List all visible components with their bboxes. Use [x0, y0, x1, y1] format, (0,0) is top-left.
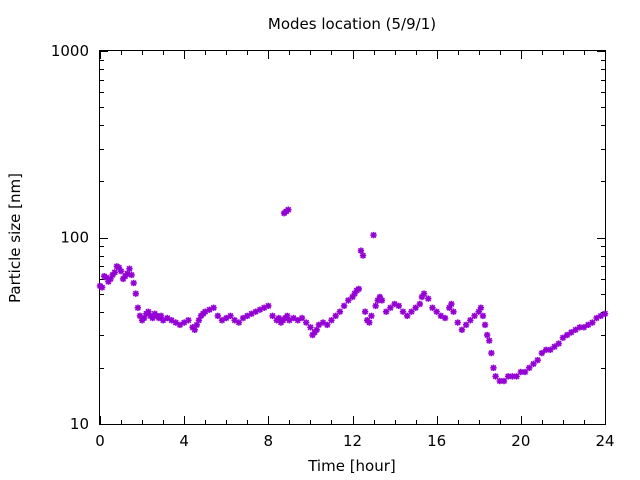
data-point: [355, 285, 363, 293]
data-point: [332, 312, 339, 320]
data-point: [128, 271, 135, 279]
data-point: [370, 231, 377, 239]
data-point: [265, 302, 272, 310]
data-point: [307, 324, 314, 331]
data-point: [601, 310, 609, 317]
data-point: [488, 349, 495, 357]
data-point: [227, 312, 234, 320]
data-point: [521, 368, 529, 376]
data-point: [372, 302, 379, 310]
data-point: [134, 304, 142, 311]
data-point: [408, 308, 415, 315]
data-point: [269, 312, 276, 320]
y-axis-label: Particle size [nm]: [6, 173, 24, 303]
data-point: [441, 314, 449, 322]
data-point: [416, 300, 424, 308]
x-tick-label: 12: [343, 432, 362, 450]
data-point: [132, 290, 139, 297]
data-point: [462, 321, 470, 329]
data-point: [526, 364, 533, 372]
data-point: [382, 308, 390, 315]
data-point: [336, 308, 344, 315]
data-point: [404, 312, 411, 320]
data-point: [361, 308, 369, 315]
data-point: [298, 314, 306, 322]
x-tick-label: 16: [427, 432, 446, 450]
data-point: [366, 319, 373, 326]
x-tick-label: 0: [95, 432, 105, 450]
data-point: [471, 312, 478, 320]
data-point: [479, 312, 487, 320]
axis-tick-labels: 0 4 8 12 16 20 24 10 100 1000: [51, 42, 615, 450]
data-point: [425, 295, 432, 302]
data-point: [285, 206, 292, 213]
x-axis-label: Time [hour]: [307, 457, 396, 475]
data-point: [368, 312, 375, 320]
data-point: [214, 312, 222, 320]
x-tick-label: 8: [264, 432, 274, 450]
data-point: [450, 308, 457, 315]
data-point: [589, 319, 596, 326]
data-point: [328, 317, 335, 324]
data-point: [572, 326, 579, 333]
data-point: [555, 340, 562, 347]
data-point: [500, 377, 508, 385]
x-tick-label: 24: [595, 432, 614, 450]
data-point: [191, 326, 198, 333]
x-tick-label: 4: [179, 432, 189, 450]
data-point: [244, 312, 251, 320]
y-tick-label: 100: [60, 229, 89, 247]
data-point: [486, 337, 493, 344]
data-point: [340, 302, 348, 310]
data-point: [477, 304, 485, 311]
data-point: [559, 334, 567, 341]
data-point: [420, 290, 428, 297]
data-point: [448, 300, 455, 308]
data-point: [357, 247, 365, 254]
data-point: [303, 319, 310, 326]
data-point: [568, 329, 575, 336]
y-tick-label: 10: [70, 415, 89, 433]
data-point: [454, 319, 461, 326]
data-point: [111, 269, 118, 276]
data-point: [313, 326, 320, 333]
data-point: [378, 297, 386, 304]
y-tick-label: 1000: [51, 42, 89, 60]
data-point: [429, 304, 436, 311]
data-point: [513, 373, 520, 380]
data-point: [534, 356, 541, 364]
data-point: [492, 373, 499, 380]
data-point: [235, 319, 243, 326]
data-point: [126, 265, 133, 272]
data-point: [433, 308, 440, 315]
data-point: [458, 326, 466, 333]
data-point: [481, 321, 489, 329]
axis-ticks: [100, 51, 606, 425]
data-point: [324, 321, 331, 329]
data-point: [490, 364, 497, 372]
data-point: [395, 302, 402, 310]
data-point: [98, 284, 106, 291]
scatter-points: [96, 206, 609, 385]
data-point: [483, 331, 491, 339]
x-tick-label: 20: [511, 432, 530, 450]
data-point: [399, 308, 407, 315]
data-point: [185, 317, 192, 324]
data-point: [117, 267, 125, 275]
data-point: [218, 317, 226, 324]
plot-frame: [99, 50, 606, 425]
data-point: [467, 317, 474, 324]
data-point: [130, 279, 137, 287]
data-point: [210, 304, 217, 311]
data-point: [359, 252, 367, 259]
chart-title: Modes location (5/9/1): [268, 15, 436, 33]
data-point: [551, 343, 558, 350]
